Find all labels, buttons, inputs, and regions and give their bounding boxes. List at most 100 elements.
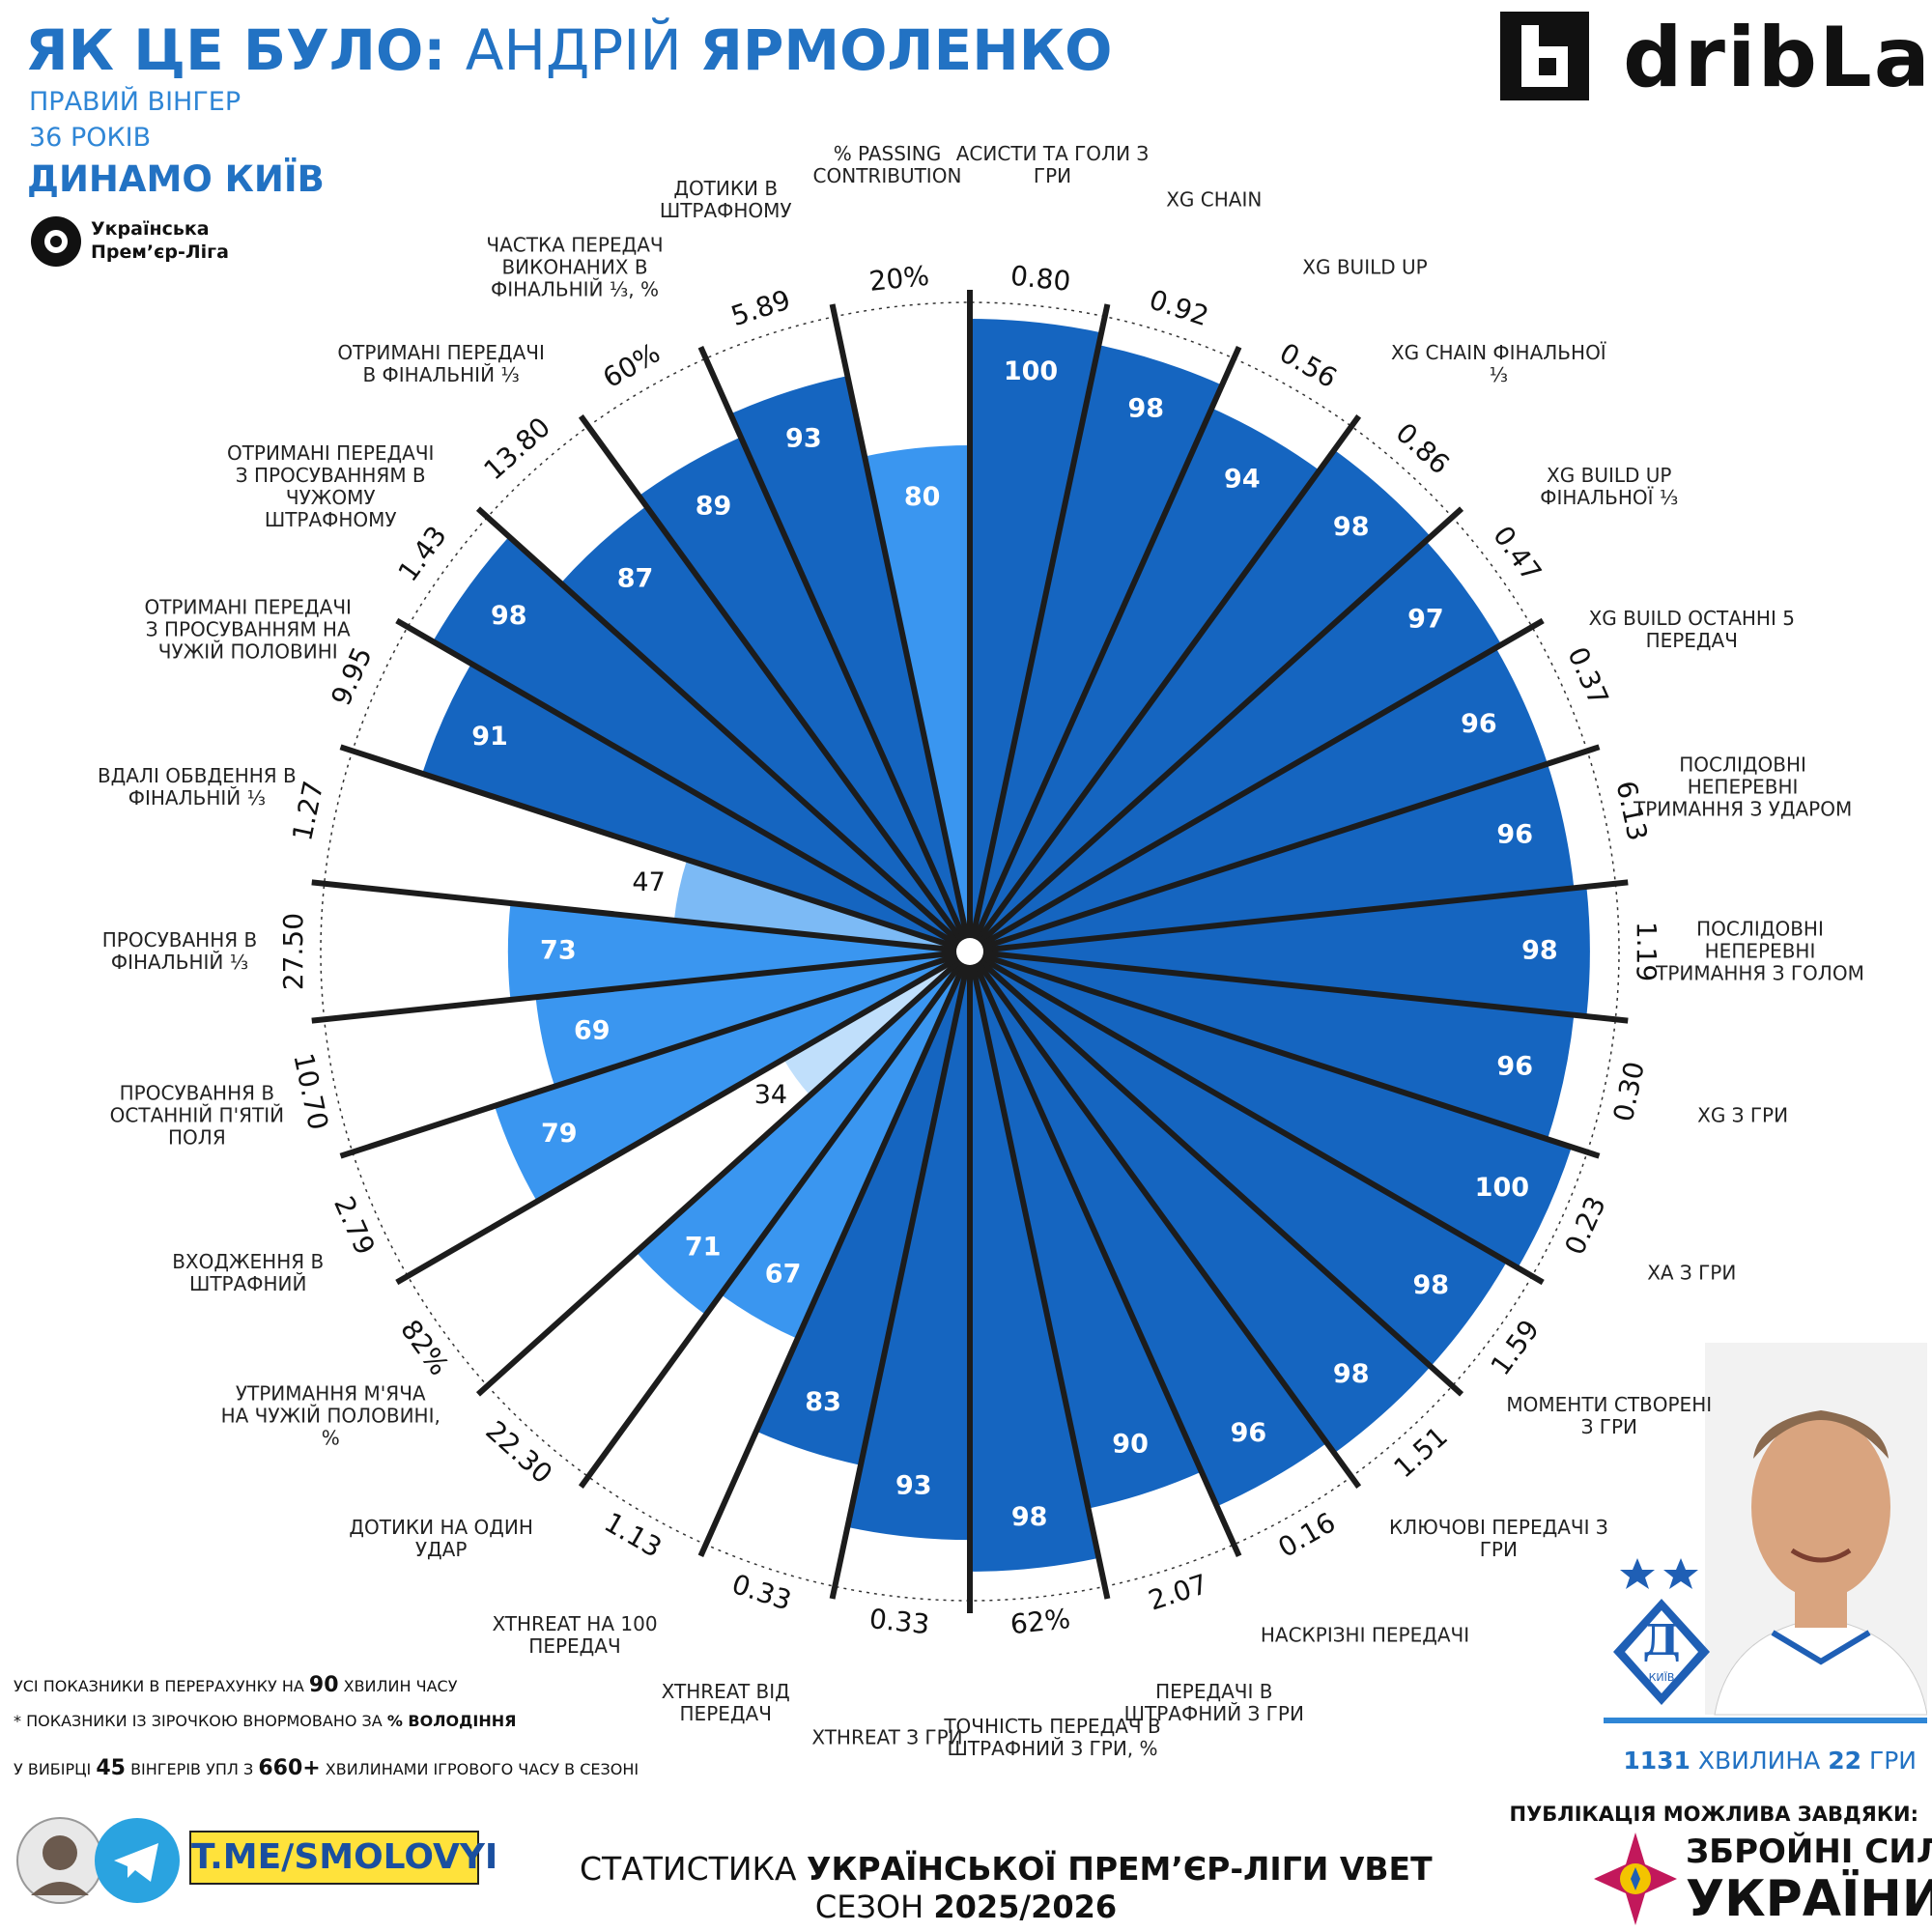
percentile-label: 96 [1496, 820, 1533, 850]
metric-label: ПОСЛІДОВНІ НЕПЕРЕВНІ ТРИМАННЯ З ГОЛОМ [1656, 917, 1864, 985]
slice-divider [339, 744, 971, 954]
note-part: 45 [96, 1756, 126, 1780]
metric-label: ВДАЛІ ОБВДЕННЯ В ФІНАЛЬНІЙ ⅓ [97, 763, 297, 810]
footer-part: 2025/2026 [933, 1889, 1118, 1925]
metric-label: ОТРИМАНІ ПЕРЕДАЧІ В ФІНАЛЬНІЙ ⅓ [337, 341, 545, 387]
telegram-link[interactable]: T.ME/SMOLOVYI [189, 1831, 497, 1885]
percentile-label: 100 [1475, 1173, 1529, 1203]
slice [507, 903, 970, 1000]
raw-value-label: 22.30 [479, 1414, 558, 1490]
metric-label: XG З ГРИ [1697, 1103, 1789, 1127]
slice [970, 408, 1320, 952]
raw-value-label: 2.07 [1145, 1568, 1211, 1617]
raw-value-label: 1.13 [599, 1506, 667, 1564]
percentile-label: 73 [540, 936, 577, 966]
slice-divider [829, 303, 973, 952]
metric-label: НАСКРІЗНІ ПЕРЕДАЧІ [1260, 1623, 1470, 1647]
slice [970, 647, 1548, 952]
note-part: * ПОКАЗНИКИ ІЗ ЗІРОЧКОЮ ВНОРМОВАНО ЗА [14, 1712, 387, 1730]
note: * ПОКАЗНИКИ ІЗ ЗІРОЧКОЮ ВНОРМОВАНО ЗА % … [14, 1712, 516, 1730]
slice [636, 952, 970, 1316]
slice-divider [967, 950, 1362, 1489]
slice [783, 952, 970, 1096]
metric-label: % PASSING CONTRIBUTION [812, 142, 962, 188]
metric-label: ОТРИМАНІ ПЕРЕДАЧІ З ПРОСУВАННЯМ НА ЧУЖІЙ… [144, 595, 352, 664]
raw-value-label: 13.80 [477, 411, 556, 486]
raw-value-label: 0.37 [1561, 642, 1615, 710]
metric-label: XG BUILD UP [1302, 255, 1428, 279]
raw-value-label: 0.56 [1274, 336, 1342, 394]
outer-ring [320, 301, 1620, 1602]
league-logo [31, 216, 81, 267]
svg-text:Д: Д [1642, 1616, 1680, 1665]
league-line: Прем’єр-Ліга [91, 241, 229, 263]
slice-divider [968, 617, 1545, 954]
slice [970, 952, 1507, 1367]
note-part: ХВИЛИНАМИ ІГРОВОГО ЧАСУ В СЕЗОНІ [320, 1760, 639, 1778]
brand-icon [1500, 12, 1589, 100]
metric-label: ПРОСУВАННЯ В ОСТАННІЙ П'ЯТІЙ ПОЛЯ [109, 1081, 285, 1150]
slice [433, 536, 971, 952]
sponsor-name: ЗБРОЙНІ СИЛИ [1686, 1833, 1932, 1871]
metric-label: XTHREAT ВІД ПЕРЕДАЧ [661, 1679, 790, 1725]
slice-divider [967, 303, 1111, 952]
metric-label: УТРИМАННЯ М'ЯЧА НА ЧУЖІЙ ПОЛОВИНІ, % [220, 1381, 440, 1450]
club-badge: Д КИЇВ [1613, 1558, 1710, 1705]
raw-value-label: 1.19 [1631, 922, 1662, 981]
sponsor-intro: ПУБЛІКАЦІЯ МОЖЛИВА ЗАВДЯКИ: [1509, 1803, 1918, 1826]
metric-label: XG BUILD UP ФІНАЛЬНОЇ ⅓ [1540, 464, 1679, 510]
metric-label: XG BUILD ОСТАННІ 5 ПЕРЕДАЧ [1588, 607, 1795, 653]
percentile-label: 67 [765, 1260, 802, 1290]
metric-label: ДОТИКИ НА ОДИН УДАР [349, 1515, 533, 1561]
metric-label: ОТРИМАНІ ПЕРЕДАЧІ З ПРОСУВАННЯМ В ЧУЖОМУ… [226, 441, 435, 532]
slice-divider [578, 414, 973, 953]
slice [970, 952, 1572, 1268]
raw-value-label: 0.92 [1146, 283, 1212, 332]
slice-divider [697, 950, 973, 1557]
percentile-label: 91 [471, 722, 508, 752]
percentile-label: 93 [895, 1471, 932, 1501]
metric-label: ВХОДЖЕННЯ В ШТРАФНИЙ [172, 1249, 325, 1295]
raw-value-label: 60% [598, 337, 666, 395]
slice [755, 952, 970, 1465]
club-badge-text: КИЇВ [1649, 1671, 1675, 1684]
metric-label: XG CHAIN [1166, 187, 1263, 212]
percentile-label: 90 [1112, 1430, 1149, 1460]
metric-label: АСИСТИ ТА ГОЛИ З ГРИ [955, 142, 1150, 188]
raw-value-label: 0.16 [1273, 1506, 1341, 1564]
metric-label: XG CHAIN ФІНАЛЬНОЇ ⅓ [1390, 341, 1606, 387]
note: УСІ ПОКАЗНИКИ В ПЕРЕРАХУНКУ НА 90 ХВИЛИН… [14, 1673, 457, 1697]
slice-divider [475, 949, 973, 1397]
percentile-label: 69 [574, 1016, 611, 1046]
note-part: У ВИБІРЦІ [14, 1760, 97, 1778]
note-part: ВІНГЕРІВ УПЛ З [125, 1760, 259, 1778]
raw-value-label: 20% [867, 260, 930, 298]
footer-part: СЕЗОН [814, 1889, 934, 1925]
raw-value-label: 0.86 [1390, 416, 1456, 480]
percentile-label: 79 [541, 1119, 578, 1149]
minutes-part: ХВИЛИНА [1690, 1747, 1829, 1775]
percentile-label: 98 [1333, 1359, 1370, 1389]
center-dot [956, 938, 983, 965]
slice-divider [969, 949, 1601, 1159]
slice [422, 663, 970, 952]
slice-divider [311, 879, 971, 954]
telegram-icons [16, 1817, 180, 1904]
percentile-label: 98 [1011, 1502, 1048, 1532]
league-line: Українська [91, 218, 210, 240]
slice-divider [967, 506, 1464, 954]
slice [970, 886, 1590, 1017]
percentile-label: 47 [632, 867, 665, 897]
slice-divider [967, 949, 1464, 1397]
percentile-label: 100 [1004, 356, 1058, 386]
metric-label: XTHREAT НА 100 ПЕРЕДАЧ [492, 1612, 658, 1659]
metric-label: ПОСЛІДОВНІ НЕПЕРЕВНІ ТРИМАННЯ З УДАРОМ [1633, 753, 1853, 821]
percentile-label: 98 [1128, 393, 1165, 423]
slice [970, 540, 1502, 952]
percentile-label: 96 [1231, 1418, 1267, 1448]
slice-divider [969, 949, 1629, 1024]
slice-divider [339, 949, 971, 1159]
title-part: АНДРІЙ [465, 17, 700, 83]
note-part: 660+ [258, 1756, 321, 1780]
